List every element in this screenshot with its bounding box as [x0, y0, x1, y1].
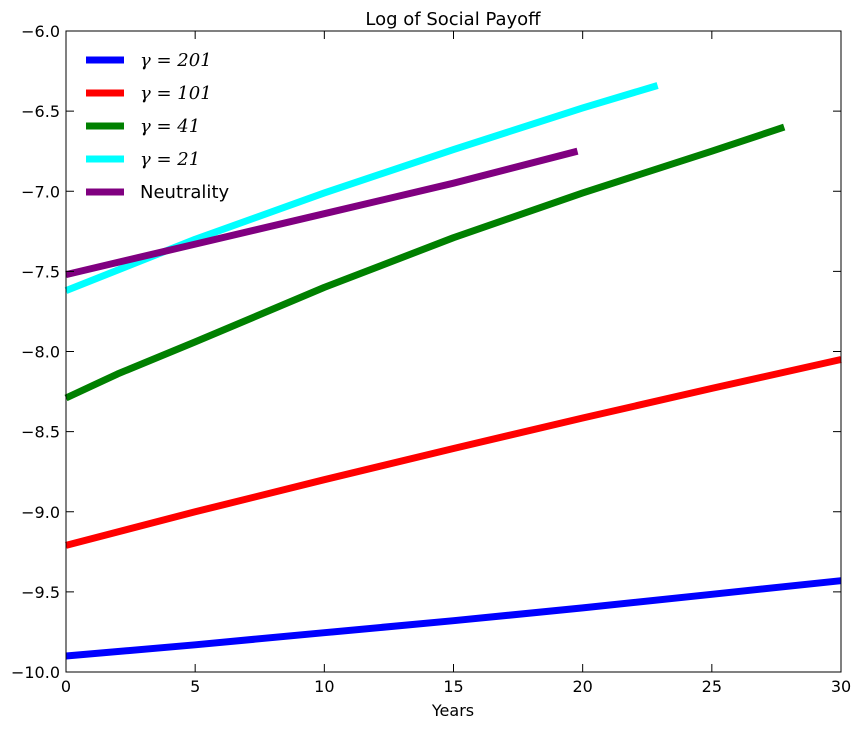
- x-axis-label: Years: [431, 701, 474, 720]
- x-tick-label: 0: [61, 677, 71, 696]
- x-tick-label: 5: [190, 677, 200, 696]
- series-line-0: [65, 577, 842, 660]
- series-line-4: [65, 147, 579, 279]
- y-tick-label: −7.5: [21, 262, 60, 281]
- x-tick-label: 25: [702, 677, 722, 696]
- series-line-2: [64, 123, 786, 402]
- y-tick-label: −6.0: [21, 22, 60, 41]
- x-tick-label: 20: [572, 677, 592, 696]
- y-tick-label: −10.0: [11, 663, 60, 682]
- x-tick-label: 15: [443, 677, 463, 696]
- legend-label-3: γ = 21: [140, 149, 200, 170]
- series-layer: [64, 82, 842, 660]
- y-tick-label: −9.0: [21, 503, 60, 522]
- x-tick-label: 10: [314, 677, 334, 696]
- series-line-1: [65, 356, 842, 549]
- y-tick-label: −8.5: [21, 423, 60, 442]
- legend-label-4: Neutrality: [140, 182, 229, 203]
- x-tick-label: 30: [831, 677, 851, 696]
- chart-title: Log of Social Payoff: [365, 9, 541, 30]
- legend: γ = 201 γ = 101 γ = 41 γ = 21 Neutrality: [86, 50, 229, 203]
- axis-ticks: 0 5 10 15 20 25 30 −6.0 −6.5 −7.0 −7.5 −8.0 −8.5 −9.0…: [11, 22, 851, 696]
- y-tick-label: −6.5: [21, 102, 60, 121]
- y-tick-label: −9.5: [21, 583, 60, 602]
- legend-label-1: γ = 101: [140, 83, 212, 104]
- legend-label-2: γ = 41: [140, 116, 200, 137]
- legend-label-0: γ = 201: [140, 50, 212, 71]
- y-tick-label: −8.0: [21, 343, 60, 362]
- y-tick-label: −7.0: [21, 182, 60, 201]
